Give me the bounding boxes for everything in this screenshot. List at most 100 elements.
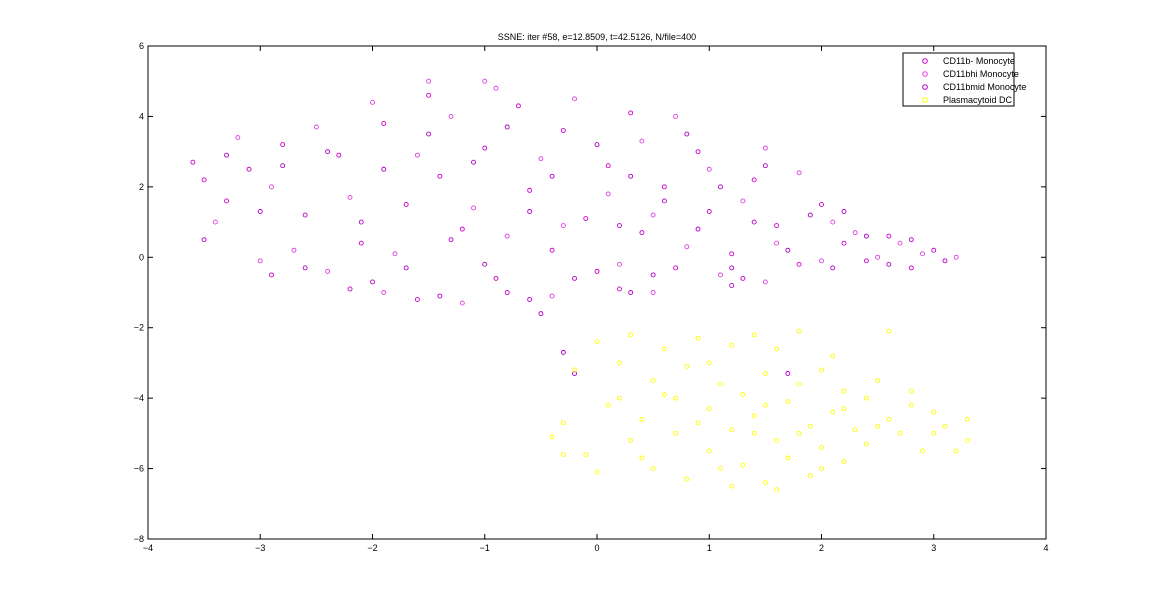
data-point bbox=[920, 448, 925, 454]
data-point bbox=[807, 212, 813, 218]
series-2 bbox=[201, 124, 948, 376]
y-tick-label: −4 bbox=[134, 393, 144, 403]
data-point bbox=[819, 367, 824, 373]
data-point bbox=[695, 226, 701, 232]
legend-marker bbox=[922, 84, 928, 90]
data-point bbox=[718, 381, 723, 387]
data-point bbox=[684, 476, 690, 482]
data-point bbox=[201, 177, 207, 183]
data-point bbox=[392, 251, 398, 257]
data-point bbox=[931, 247, 937, 253]
data-point bbox=[224, 198, 230, 204]
data-point bbox=[751, 219, 757, 225]
data-point bbox=[358, 219, 364, 225]
data-point bbox=[482, 261, 488, 267]
data-point bbox=[740, 198, 746, 204]
data-point bbox=[796, 430, 802, 436]
data-point bbox=[964, 416, 970, 422]
data-point bbox=[762, 402, 768, 408]
data-point bbox=[257, 258, 263, 264]
data-point bbox=[886, 261, 892, 267]
y-tick-label: 2 bbox=[139, 182, 144, 192]
data-point bbox=[751, 430, 757, 436]
data-point bbox=[403, 202, 409, 207]
data-point bbox=[718, 466, 723, 472]
y-tick-label: −2 bbox=[134, 323, 144, 333]
data-point bbox=[381, 166, 387, 172]
data-point bbox=[605, 163, 611, 169]
data-point bbox=[740, 275, 746, 281]
data-point bbox=[875, 423, 881, 429]
data-point bbox=[560, 128, 566, 133]
data-point bbox=[762, 480, 768, 486]
data-point bbox=[302, 265, 308, 271]
data-point bbox=[482, 145, 488, 151]
data-point bbox=[729, 427, 735, 433]
data-point bbox=[246, 166, 252, 172]
data-point bbox=[852, 230, 858, 236]
data-point bbox=[594, 339, 600, 345]
data-point bbox=[661, 346, 667, 352]
data-point bbox=[695, 149, 701, 155]
data-point bbox=[875, 378, 881, 383]
data-point bbox=[426, 92, 432, 98]
data-point bbox=[527, 297, 533, 302]
data-point bbox=[942, 423, 948, 429]
data-point bbox=[471, 159, 476, 165]
data-point bbox=[740, 462, 746, 468]
data-point bbox=[908, 388, 914, 394]
data-point bbox=[538, 156, 544, 162]
data-point bbox=[762, 145, 768, 151]
data-point bbox=[291, 247, 297, 253]
data-point bbox=[964, 437, 970, 443]
data-point bbox=[560, 420, 566, 426]
data-point bbox=[504, 233, 510, 239]
data-point bbox=[751, 177, 757, 183]
data-point bbox=[852, 427, 858, 433]
data-point bbox=[639, 455, 645, 461]
data-point bbox=[886, 416, 892, 422]
data-point bbox=[639, 416, 645, 422]
data-point bbox=[762, 371, 768, 376]
data-point bbox=[639, 230, 645, 236]
data-point bbox=[594, 142, 600, 148]
data-point bbox=[931, 409, 937, 415]
data-point bbox=[886, 328, 892, 334]
data-point bbox=[841, 209, 847, 214]
data-point bbox=[751, 332, 757, 338]
data-point bbox=[617, 261, 622, 267]
data-point bbox=[807, 473, 813, 479]
data-point bbox=[729, 483, 735, 489]
data-point bbox=[673, 395, 679, 401]
x-tick-label: −2 bbox=[367, 543, 377, 553]
data-point bbox=[785, 247, 791, 253]
data-point bbox=[684, 364, 690, 369]
data-point bbox=[628, 332, 634, 338]
data-point bbox=[661, 184, 667, 190]
legend-label: CD11bmid Monocyte bbox=[943, 82, 1026, 92]
data-point bbox=[650, 212, 656, 218]
data-point bbox=[953, 254, 959, 260]
data-point bbox=[493, 85, 499, 91]
axes: −4 −3 −2 −1 0 1 2 3 4 −8 −6 −4 −2 0 2 4 6 bbox=[134, 41, 1049, 553]
data-point bbox=[729, 265, 735, 271]
data-point bbox=[673, 430, 679, 436]
data-point bbox=[605, 402, 611, 408]
x-tick-label: −4 bbox=[143, 543, 153, 553]
legend-label: CD11bhi Monocyte bbox=[943, 69, 1019, 79]
data-point bbox=[774, 346, 780, 352]
data-point bbox=[774, 240, 780, 246]
data-point bbox=[224, 152, 230, 158]
data-point bbox=[650, 466, 656, 472]
data-point bbox=[729, 283, 735, 288]
data-point bbox=[560, 223, 566, 229]
data-point bbox=[426, 78, 432, 84]
y-tick-label: −8 bbox=[134, 534, 144, 544]
data-point bbox=[819, 258, 824, 264]
data-point bbox=[729, 342, 735, 348]
y-tick-label: 4 bbox=[139, 111, 144, 121]
data-point bbox=[706, 360, 712, 366]
data-point bbox=[437, 293, 443, 299]
legend-box bbox=[902, 52, 1015, 107]
data-point bbox=[830, 409, 836, 415]
